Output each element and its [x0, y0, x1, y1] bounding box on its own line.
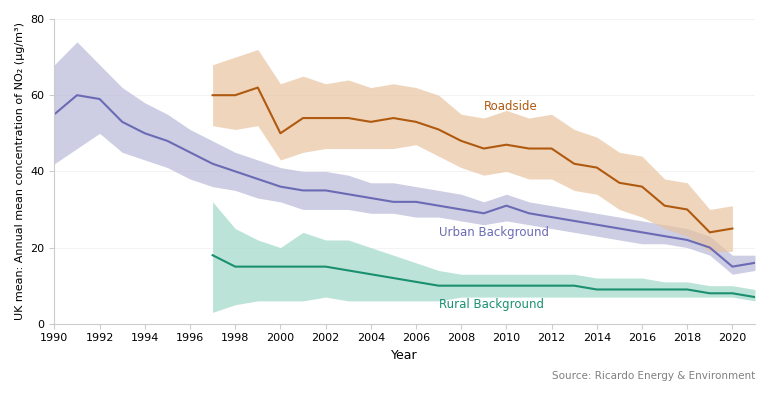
Text: Roadside: Roadside	[484, 100, 537, 113]
X-axis label: Year: Year	[391, 349, 418, 362]
Text: Urban Background: Urban Background	[439, 226, 548, 239]
Text: Rural Background: Rural Background	[439, 298, 544, 311]
Y-axis label: UK mean: Annual mean concentration of NO₂ (μg/m³): UK mean: Annual mean concentration of NO…	[15, 22, 25, 320]
Text: Source: Ricardo Energy & Environment: Source: Ricardo Energy & Environment	[552, 371, 755, 381]
